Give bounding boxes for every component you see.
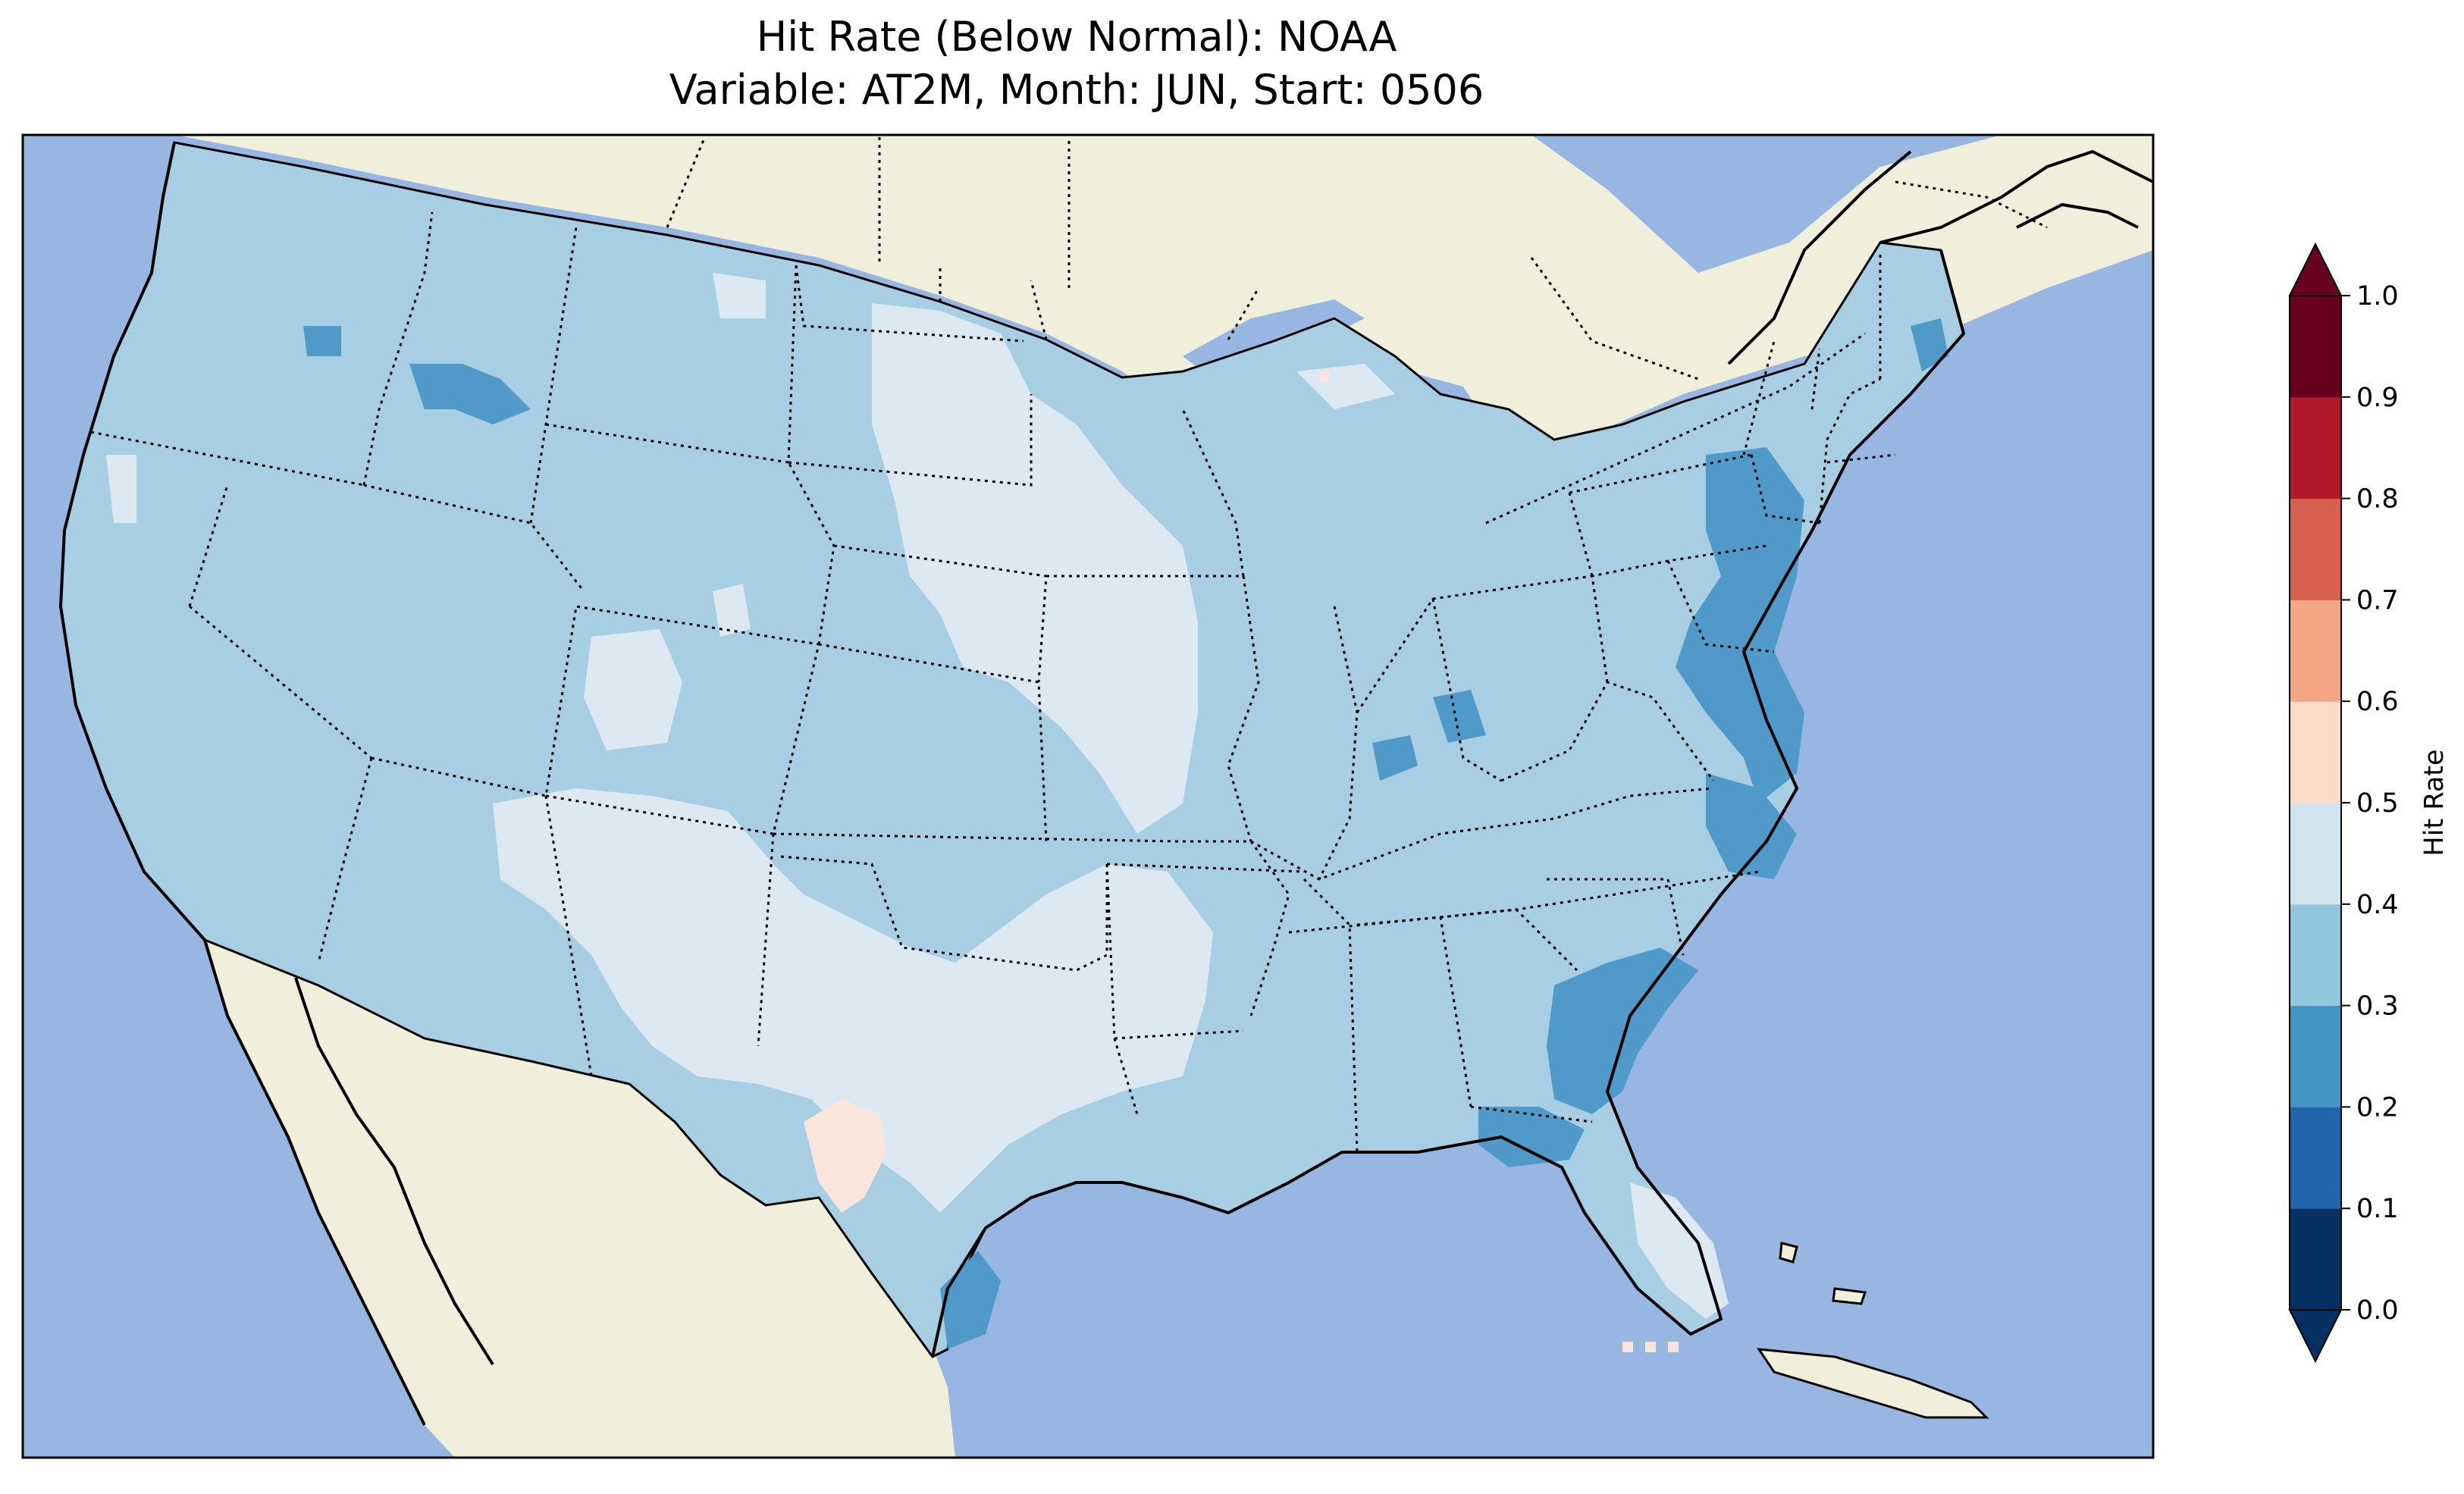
colorbar-label: Hit Rate <box>2419 749 2450 856</box>
colorbar-tick-label: 0.7 <box>2356 585 2399 615</box>
colorbar-segment-4 <box>2290 803 2341 905</box>
mexico-land <box>205 932 955 1458</box>
title-line-1: Hit Rate (Below Normal): NOAA <box>756 13 1397 61</box>
colorbar-tick-label: 0.1 <box>2356 1194 2399 1224</box>
colorbar-ticks: 0.0 0.1 0.2 0.3 0.4 0.5 0.6 0.7 0.8 0.9 1.0 <box>2341 281 2399 1326</box>
colorbar-segment-8 <box>2290 396 2341 500</box>
colorbar-tick-label: 0.0 <box>2356 1295 2399 1326</box>
hit-rate-0.4-0.5-areas <box>106 273 1729 1319</box>
colorbar-segment-3 <box>2290 904 2341 1007</box>
colorbar-segment-0 <box>2290 1208 2341 1311</box>
colorbar-tick-label: 0.2 <box>2356 1092 2399 1123</box>
cuba-land <box>1756 1348 1989 1419</box>
colorbar-segment-5 <box>2290 701 2341 803</box>
colorbar-tick-label: 0.5 <box>2356 788 2399 819</box>
coastlines <box>58 142 2153 1426</box>
colorbar-tick-label: 0.3 <box>2356 991 2399 1022</box>
map-frame <box>21 133 2155 1459</box>
colorbar-segment-9 <box>2290 296 2341 398</box>
colorbar-over-triangle <box>2288 242 2343 296</box>
colorbar: 0.0 0.1 0.2 0.3 0.4 0.5 0.6 0.7 0.8 0.9 1.0 Hit Ra… <box>2288 242 2450 1364</box>
chart-title: Hit Rate (Below Normal): NOAA Variable: … <box>0 11 2153 117</box>
colorbar-segment-1 <box>2290 1107 2341 1209</box>
hit-rate-0.2-0.3-areas <box>303 318 1948 1349</box>
state-boundaries <box>90 136 2048 1153</box>
colorbar-under-triangle <box>2288 1309 2343 1364</box>
colorbar-segment-6 <box>2290 600 2341 702</box>
colorbar-segment-2 <box>2290 1005 2341 1107</box>
map-panel <box>23 135 2153 1458</box>
bahamas-land <box>1779 1242 1867 1305</box>
hit-rate-0.5-0.6-areas <box>804 371 1679 1352</box>
colorbar-tick-label: 0.6 <box>2356 687 2399 717</box>
canada-land <box>174 135 2153 591</box>
colorbar-tick-label: 0.4 <box>2356 890 2399 920</box>
colorbar-segment-7 <box>2290 498 2341 600</box>
colorbar-tick-label: 0.9 <box>2356 383 2399 413</box>
colorbar-tick-label: 0.8 <box>2356 484 2399 515</box>
colorbar-tick-label: 1.0 <box>2356 281 2399 312</box>
colorbar-segments <box>2290 296 2341 1311</box>
title-line-2: Variable: AT2M, Month: JUN, Start: 0506 <box>669 66 1484 114</box>
